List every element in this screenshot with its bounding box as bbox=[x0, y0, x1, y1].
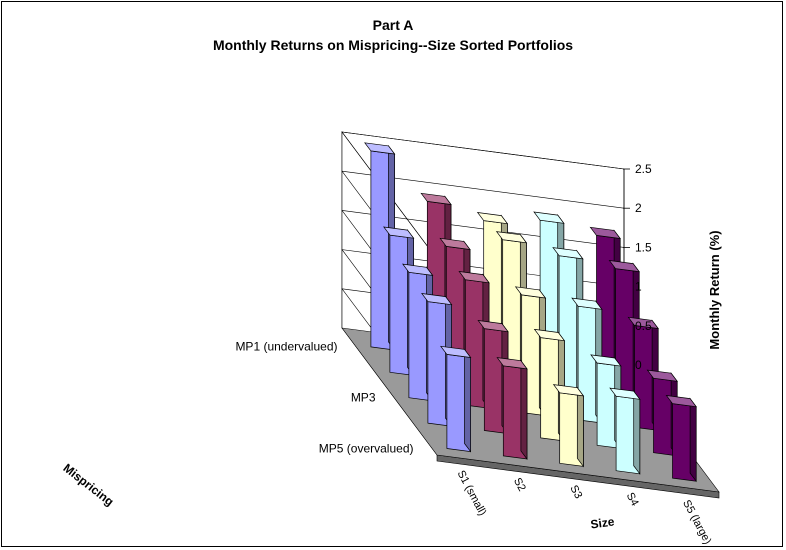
bar-top-face bbox=[589, 226, 621, 239]
bar-top-face bbox=[552, 247, 584, 260]
bar-top-face bbox=[364, 142, 396, 155]
bar-top-face bbox=[496, 357, 528, 370]
mispricing-tick-label: MP5 (overvalued) bbox=[319, 441, 414, 455]
bar-side-face bbox=[633, 390, 641, 475]
mispricing-tick-label: MP1 (undervalued) bbox=[235, 340, 337, 354]
z-tick-label: 0 bbox=[635, 358, 642, 372]
bar-top-face bbox=[477, 320, 509, 333]
z-tick-label: 1 bbox=[635, 280, 642, 294]
bar-top-face bbox=[627, 316, 659, 329]
bar bbox=[496, 357, 528, 461]
bar-top-face bbox=[439, 237, 471, 250]
bar-top-face bbox=[590, 354, 622, 367]
bar-top-face bbox=[665, 395, 697, 408]
bar bbox=[609, 387, 641, 475]
size-tick-label: S4 bbox=[624, 491, 641, 509]
bar-top-face bbox=[571, 297, 603, 310]
mispricing-tick-label: MP3 bbox=[351, 391, 376, 405]
z-tick-label: 1.5 bbox=[635, 240, 652, 254]
chart-subtitle: Monthly Returns on Mispricing--Size Sort… bbox=[212, 37, 574, 53]
z-tick-label: 0.5 bbox=[635, 319, 652, 333]
bar-top-face bbox=[421, 293, 453, 306]
bar-side-face bbox=[520, 359, 528, 461]
size-tick-label: S2 bbox=[511, 476, 528, 494]
bar-top-face bbox=[440, 345, 472, 358]
bar-side-face bbox=[689, 397, 697, 483]
chart-bars bbox=[364, 142, 697, 483]
x-axis-label: Size bbox=[590, 514, 616, 531]
bar-top-face bbox=[514, 286, 547, 299]
bar-top-face bbox=[420, 192, 452, 205]
z-tick-label: 2 bbox=[635, 201, 642, 215]
bar-top-face bbox=[646, 369, 678, 382]
size-tick-label: S5 (large) bbox=[680, 498, 713, 546]
bar-top-face bbox=[608, 260, 640, 273]
bar-top-face bbox=[533, 328, 566, 342]
bar-top-face bbox=[383, 226, 415, 239]
bar bbox=[440, 345, 472, 453]
bar-top-face bbox=[552, 384, 585, 397]
bar-top-face bbox=[458, 271, 490, 284]
size-tick-label: S1 (small) bbox=[455, 468, 489, 517]
size-tick-label: S3 bbox=[567, 483, 584, 501]
gridline bbox=[341, 131, 625, 260]
z-tick-label: 2.5 bbox=[635, 162, 652, 176]
bar bbox=[665, 395, 697, 483]
chart-title: Part A bbox=[372, 17, 414, 33]
bar bbox=[552, 384, 585, 468]
bar-side-face bbox=[464, 348, 471, 453]
z-axis-label: Monthly Return (%) bbox=[707, 230, 722, 349]
bar-top-face bbox=[609, 387, 641, 400]
bar-top-face bbox=[476, 212, 509, 225]
bar-top-face bbox=[495, 231, 528, 244]
bar-top-face bbox=[402, 263, 434, 276]
bar-side-face bbox=[576, 386, 584, 468]
y-axis-label: Mispricing bbox=[61, 461, 117, 509]
bar-top-face bbox=[533, 211, 565, 224]
